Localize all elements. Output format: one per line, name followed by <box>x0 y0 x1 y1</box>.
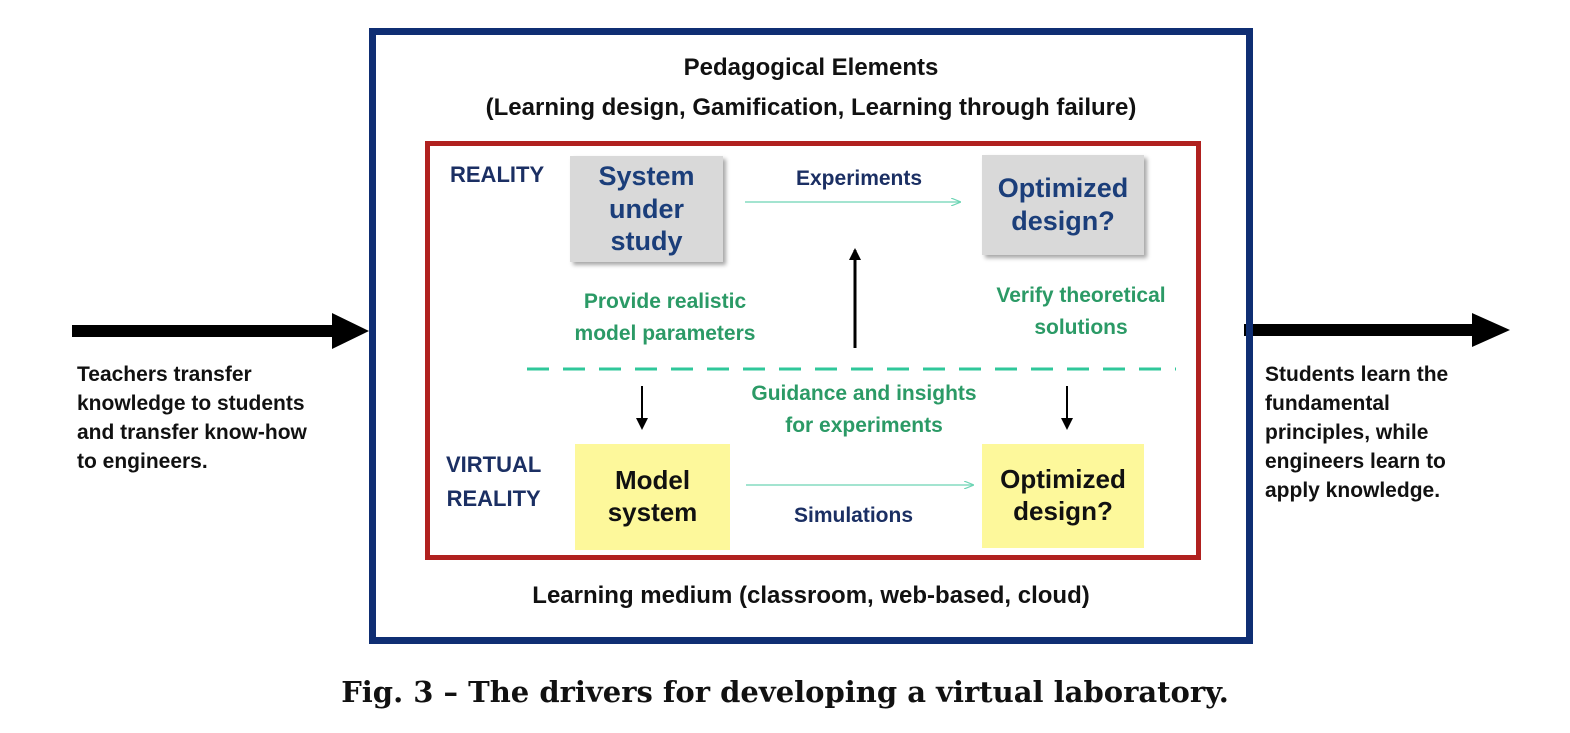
optimized-design-bottom-line1: Optimized <box>1000 464 1126 495</box>
teachers-text-line1: Teachers transfer <box>77 363 252 386</box>
reality-label: REALITY <box>450 162 545 187</box>
system-under-study-box: System under study <box>570 156 723 262</box>
optimized-design-bottom-line2: design? <box>1013 496 1113 526</box>
students-text-line5: apply knowledge. <box>1265 479 1441 502</box>
verify-solutions-label: Verify theoretical solutions <box>975 280 1187 344</box>
model-system-line2: system <box>607 497 698 527</box>
students-text-line3: principles, while <box>1265 421 1429 444</box>
virtual-reality-label: VIRTUAL REALITY <box>446 448 541 516</box>
input-arrow <box>72 313 369 349</box>
teachers-text-line4: to engineers. <box>77 450 208 473</box>
pedagogical-frame <box>369 28 1253 644</box>
verify-solutions-line2: solutions <box>1034 316 1128 339</box>
guidance-line2: for experiments <box>785 414 943 437</box>
experiments-label: Experiments <box>796 167 923 190</box>
optimized-design-bottom-box: Optimized design? <box>982 444 1144 548</box>
pedagogical-subtitle: (Learning design, Gamification, Learning… <box>485 94 1137 121</box>
output-arrow <box>1244 313 1510 347</box>
optimized-design-top-box: Optimized design? <box>982 155 1144 255</box>
verify-solutions-line1: Verify theoretical <box>996 284 1166 307</box>
optimized-design-top-line1: Optimized <box>997 173 1129 204</box>
teachers-text-line3: and transfer know-how <box>77 421 307 444</box>
learning-medium-label: Learning medium (classroom, web-based, c… <box>532 582 1090 609</box>
virtual-reality-line1: VIRTUAL <box>446 452 542 477</box>
students-text-line4: engineers learn to <box>1265 450 1446 473</box>
provide-parameters-line1: Provide realistic <box>583 290 747 313</box>
students-text-line1: Students learn the <box>1265 363 1449 386</box>
system-under-study-line1: System <box>598 160 695 191</box>
model-system-box: Model system <box>575 444 730 550</box>
guidance-line1: Guidance and insights <box>751 382 977 405</box>
lab-frame <box>425 141 1201 560</box>
optimized-design-top-line2: design? <box>1011 206 1115 236</box>
guidance-label: Guidance and insights for experiments <box>735 378 993 442</box>
students-text-line2: fundamental <box>1265 392 1390 415</box>
provide-parameters-line2: model parameters <box>574 322 756 345</box>
students-text: Students learn the fundamental principle… <box>1265 360 1525 505</box>
simulations-label: Simulations <box>794 504 914 527</box>
pedagogical-title: Pedagogical Elements <box>683 54 939 81</box>
virtual-reality-line2: REALITY <box>446 486 541 511</box>
figure-caption: Fig. 3 – The drivers for developing a vi… <box>341 675 1229 709</box>
teachers-text: Teachers transfer knowledge to students … <box>77 360 362 476</box>
provide-parameters-label: Provide realistic model parameters <box>550 286 780 350</box>
system-under-study-line3: study <box>610 226 683 257</box>
teachers-text-line2: knowledge to students <box>77 392 305 415</box>
model-system-line1: Model <box>614 465 691 496</box>
system-under-study-line2: under <box>608 193 684 224</box>
